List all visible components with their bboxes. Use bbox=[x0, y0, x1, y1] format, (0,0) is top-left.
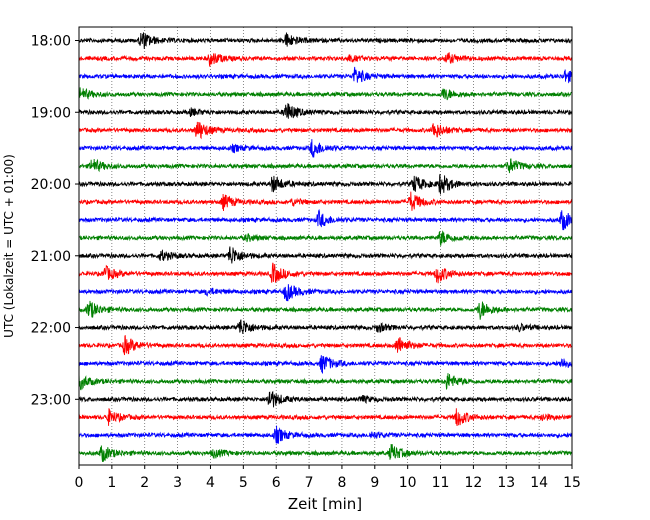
traces-layer bbox=[78, 32, 573, 462]
x-tick-label: 8 bbox=[337, 475, 346, 491]
seismogram-trace bbox=[78, 191, 573, 211]
x-tick-label: 5 bbox=[239, 475, 248, 491]
x-tick-label: 11 bbox=[432, 475, 450, 491]
seismogram-trace bbox=[78, 443, 573, 462]
grid-layer bbox=[111, 27, 540, 465]
seismogram-trace bbox=[78, 158, 573, 174]
x-tick-label: 13 bbox=[497, 475, 515, 491]
x-tick-label: 6 bbox=[272, 475, 281, 491]
x-tick-label: 7 bbox=[305, 475, 314, 491]
seismogram-trace bbox=[78, 373, 573, 391]
y-tick-label: 23:00 bbox=[31, 392, 71, 408]
seismogram-trace bbox=[78, 408, 573, 427]
seismogram-trace bbox=[78, 52, 573, 67]
seismogram-trace bbox=[78, 66, 573, 84]
seismogram-trace bbox=[78, 139, 573, 158]
y-tick-label: 19:00 bbox=[31, 105, 71, 121]
plot-frame bbox=[78, 26, 573, 466]
x-axis: 0 1 2 3 4 5 6 7 8 9 10 11 12 13 14 15 bbox=[75, 465, 581, 491]
x-tick-label: 12 bbox=[464, 475, 482, 491]
seismogram-trace bbox=[78, 319, 573, 335]
x-tick-label: 0 bbox=[75, 475, 84, 491]
x-tick-label: 3 bbox=[173, 475, 182, 491]
seismogram-trace bbox=[78, 355, 573, 374]
seismogram-trace bbox=[78, 334, 573, 356]
seismogram-trace bbox=[78, 425, 573, 445]
seismogram-trace bbox=[78, 300, 573, 320]
y-axis: 18:00 19:00 20:00 21:00 22:00 23:00 bbox=[31, 34, 79, 408]
x-tick-label: 4 bbox=[206, 475, 215, 491]
y-tick-label: 18:00 bbox=[31, 34, 71, 50]
y-tick-label: 22:00 bbox=[31, 321, 71, 337]
seismogram-trace bbox=[78, 262, 573, 284]
x-tick-label: 2 bbox=[140, 475, 149, 491]
seismogram-trace bbox=[78, 103, 573, 119]
y-axis-label: UTC (Lokalzeit = UTC + 01:00) bbox=[2, 154, 16, 338]
seismogram-trace bbox=[78, 230, 573, 246]
x-tick-label: 10 bbox=[399, 475, 417, 491]
seismogram-trace bbox=[78, 87, 573, 101]
y-tick-label: 20:00 bbox=[31, 177, 71, 193]
seismogram-trace bbox=[78, 390, 573, 408]
y-tick-label: 21:00 bbox=[31, 249, 71, 265]
seismogram-trace bbox=[78, 208, 573, 231]
x-tick-label: 1 bbox=[107, 475, 116, 491]
x-tick-label: 14 bbox=[530, 475, 548, 491]
seismogram-trace bbox=[78, 32, 573, 49]
seismogram-trace bbox=[78, 121, 573, 140]
x-axis-label: Zeit [min] bbox=[288, 495, 362, 513]
seismogram-trace bbox=[78, 284, 573, 302]
x-tick-label: 9 bbox=[370, 475, 379, 491]
x-tick-label: 15 bbox=[563, 475, 581, 491]
seismogram-trace bbox=[78, 173, 573, 195]
seismogram-trace bbox=[78, 246, 573, 264]
